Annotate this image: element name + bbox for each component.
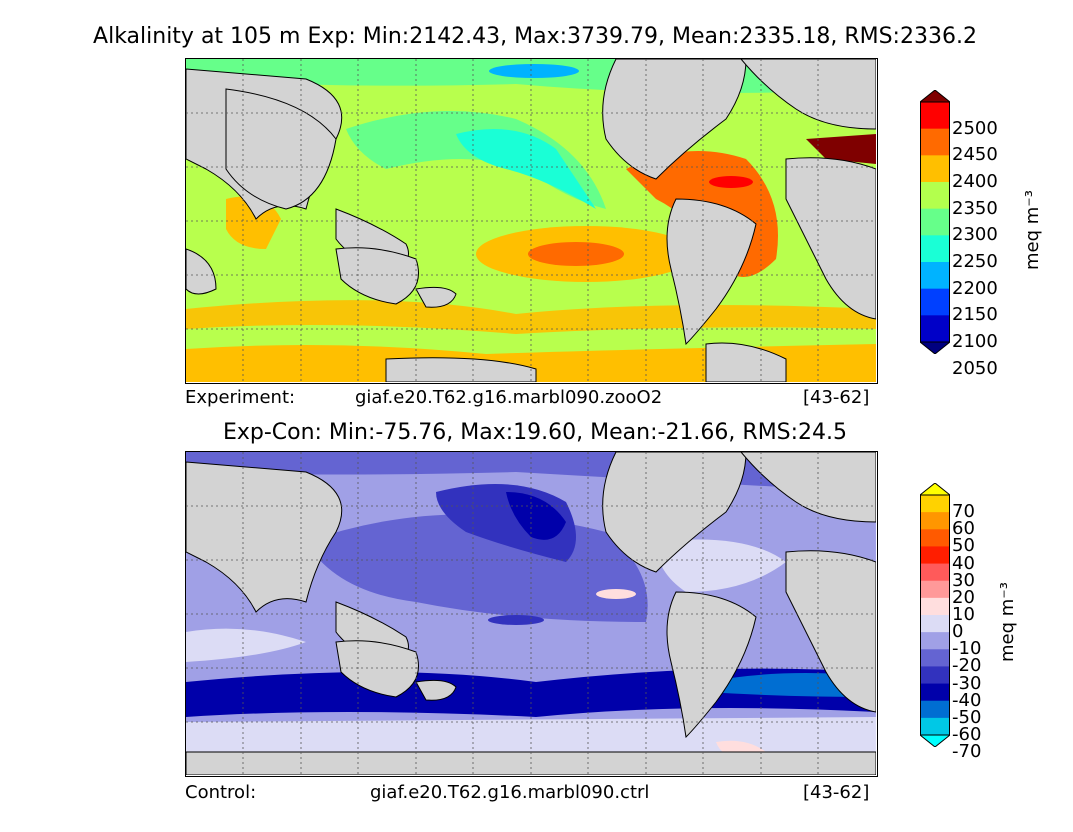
top-caption-years: [43-62]: [803, 387, 870, 408]
colorbar-segment: [920, 717, 950, 736]
colorbar-tick-label: -30: [952, 672, 982, 694]
colorbar-tick-label: -40: [952, 689, 982, 711]
bottom-caption-label: Control:: [185, 782, 257, 803]
colorbar-tick-label: 2500: [952, 117, 998, 139]
colorbar-segment: [920, 262, 950, 290]
colorbar-bottom-arrow: [918, 341, 952, 355]
colorbar-tick-label: 2300: [952, 224, 998, 246]
bottom-map-title: Exp-Con: Min:-75.76, Max:19.60, Mean:-21…: [222, 420, 848, 445]
colorbar-segment: [920, 495, 950, 513]
colorbar-segment: [920, 128, 950, 156]
colorbar-segment: [920, 683, 950, 702]
colorbar-segment: [920, 208, 950, 236]
top-caption-label: Experiment:: [185, 387, 296, 408]
top-colorbar: [918, 89, 952, 355]
colorbar-segment: [920, 563, 950, 582]
top-colorbar-unit: meq m⁻³: [1022, 189, 1043, 270]
colorbar-tick-label: 20: [952, 586, 975, 608]
colorbar-segment: [920, 649, 950, 667]
bottom-caption-years: [43-62]: [803, 782, 870, 803]
colorbar-tick-label: 2100: [952, 331, 998, 352]
colorbar-tick-label: 2350: [952, 197, 998, 219]
colorbar-tick-label: 40: [952, 552, 975, 574]
top-caption-case: giaf.e20.T62.g16.marbl090.zooO2: [355, 387, 663, 408]
colorbar-segment: [920, 615, 950, 633]
colorbar-segment: [920, 529, 950, 547]
colorbar-tick-label: 10: [952, 604, 975, 625]
colorbar-tick-label: 50: [952, 535, 975, 557]
colorbar-tick-label: -50: [952, 706, 982, 728]
colorbar-tick-label: 30: [952, 569, 975, 591]
colorbar-tick-label: 60: [952, 518, 975, 540]
colorbar-segment: [920, 182, 950, 210]
colorbar-segment: [920, 512, 950, 530]
top-map-title: Alkalinity at 105 m Exp: Min:2142.43, Ma…: [93, 24, 977, 49]
colorbar-segment: [920, 102, 950, 130]
colorbar-tick-label: -60: [952, 724, 982, 745]
colorbar-top-arrow: [918, 89, 952, 103]
colorbar-segment: [920, 580, 950, 599]
colorbar-tick-label: -20: [952, 655, 982, 677]
colorbar-segment: [920, 235, 950, 263]
colorbar-tick-label: 2250: [952, 251, 998, 272]
colorbar-segment: [920, 315, 950, 343]
colorbar-bottom-arrow: [918, 734, 952, 748]
top-alkalinity-map: [185, 58, 878, 384]
colorbar-segment: [920, 155, 950, 183]
colorbar-tick-label: 2400: [952, 171, 998, 192]
bottom-caption-case: giaf.e20.T62.g16.marbl090.ctrl: [370, 782, 650, 803]
colorbar-tick-label: 2200: [952, 277, 998, 299]
colorbar-tick-label: -10: [952, 638, 982, 660]
colorbar-tick-label: -70: [952, 741, 982, 763]
colorbar-tick-label: 2150: [952, 304, 998, 326]
colorbar-segment: [920, 700, 950, 719]
colorbar-tick-label: 0: [952, 621, 964, 643]
colorbar-segment: [920, 666, 950, 685]
colorbar-segment: [920, 597, 950, 616]
colorbar-tick-label: 2450: [952, 144, 998, 166]
colorbar-segment: [920, 288, 950, 316]
bottom-colorbar-unit: meq m⁻³: [997, 581, 1018, 662]
colorbar-segment: [920, 546, 950, 565]
colorbar-segment: [920, 632, 950, 650]
colorbar-top-arrow: [918, 482, 952, 496]
bottom-colorbar: [918, 482, 952, 748]
bottom-difference-map: [185, 451, 878, 777]
colorbar-tick-label: 2050: [952, 357, 998, 379]
colorbar-tick-label: 70: [952, 501, 975, 523]
